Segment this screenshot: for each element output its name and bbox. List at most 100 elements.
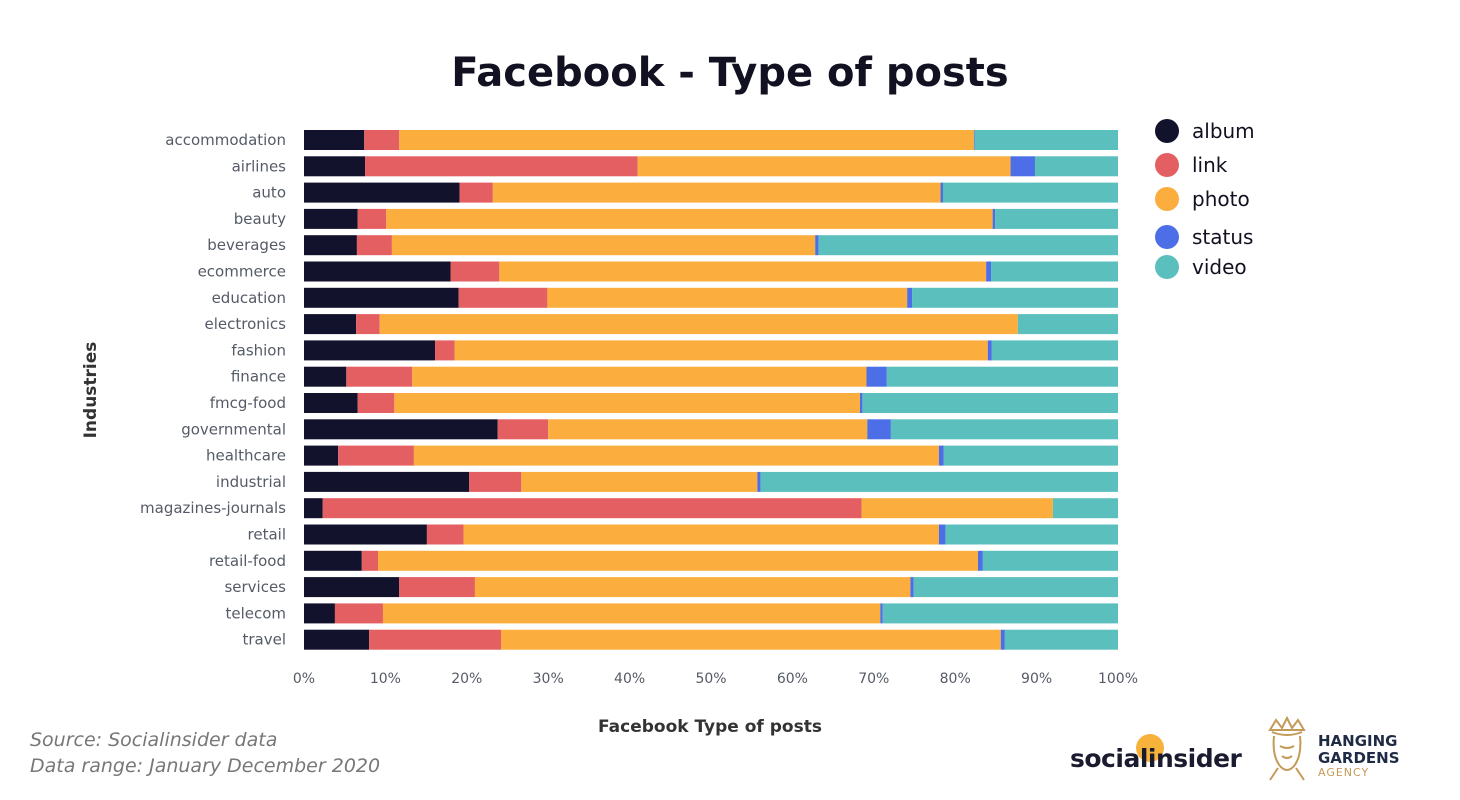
bar-album-fmcg-food (304, 393, 358, 413)
bar-photo-governmental (548, 419, 868, 440)
category-label: governmental (181, 420, 286, 438)
bar-video-accommodation (974, 130, 1118, 150)
bar-link-retail (426, 524, 464, 545)
date-range-note: Data range: January December 2020 (30, 755, 381, 777)
bar-album-governmental (304, 419, 498, 440)
bar-link-airlines (365, 156, 638, 177)
bar-video-auto (942, 182, 1118, 203)
bar-album-electronics (304, 314, 357, 335)
legend-label-status: status (1192, 225, 1253, 249)
bar-link-beverages (356, 235, 392, 256)
hanging-gardens-logo: HANGING GARDENS AGENCY (1262, 714, 1432, 784)
bar-status-finance (866, 366, 887, 387)
bar-video-telecom (882, 603, 1118, 624)
bar-link-fmcg-food (357, 393, 395, 413)
bar-photo-travel (500, 629, 1001, 650)
bar-status-fmcg-food (859, 393, 863, 413)
bar-video-electronics (1017, 314, 1118, 335)
bar-video-fashion (991, 340, 1118, 361)
bar-video-retail-food (982, 550, 1118, 571)
bar-album-ecommerce (304, 261, 451, 282)
bar-photo-retail (463, 524, 939, 545)
bar-photo-beauty (386, 208, 993, 229)
bar-video-fmcg-food (862, 393, 1118, 413)
x-tick-label: 50% (695, 671, 726, 687)
legend-swatch-video (1155, 255, 1179, 279)
bar-link-electronics (356, 314, 380, 335)
bar-video-retail (945, 524, 1118, 545)
bar-link-magazines-journals (322, 498, 862, 519)
bar-link-travel (369, 629, 501, 650)
category-label: magazines-journals (140, 499, 286, 517)
category-label: beauty (234, 210, 286, 228)
legend-swatch-album (1155, 119, 1179, 143)
legend-swatch-photo (1155, 187, 1179, 211)
category-label: electronics (204, 315, 286, 333)
bar-link-education (458, 287, 548, 308)
hanging-gardens-line1: HANGING (1318, 732, 1398, 750)
y-axis-title: Industries (81, 342, 101, 439)
bar-status-airlines (1010, 156, 1035, 177)
bar-status-ecommerce (986, 261, 992, 282)
bar-video-airlines (1034, 156, 1118, 177)
bar-album-telecom (304, 603, 335, 624)
bar-link-ecommerce (450, 261, 500, 282)
category-label: telecom (225, 604, 286, 622)
bar-status-beverages (815, 235, 819, 256)
category-label: education (212, 289, 286, 307)
category-label: fashion (231, 341, 286, 359)
x-tick-label: 40% (614, 671, 645, 687)
bar-status-healthcare (938, 445, 944, 466)
bar-status-retail (938, 524, 946, 545)
bar-album-airlines (304, 156, 366, 177)
bar-link-retail-food (361, 550, 379, 571)
bar-video-beverages (818, 235, 1118, 256)
bar-status-accommodation (973, 130, 975, 150)
x-tick-label: 20% (451, 671, 482, 687)
bar-album-beverages (304, 235, 357, 256)
bar-album-auto (304, 182, 460, 203)
legend-swatch-link (1155, 153, 1179, 177)
bar-photo-auto (492, 182, 941, 203)
legend-label-video: video (1192, 255, 1247, 279)
socialinsider-wordmark: socialinsider (1070, 744, 1242, 773)
bar-video-industrial (760, 471, 1118, 492)
bar-photo-fashion (454, 340, 988, 361)
bar-video-services (913, 577, 1118, 598)
bars (304, 130, 1118, 650)
bar-status-auto (940, 182, 943, 203)
x-tick-label: 60% (777, 671, 808, 687)
x-tick-label: 90% (1021, 671, 1052, 687)
category-label: industrial (216, 473, 286, 491)
bar-album-finance (304, 366, 347, 387)
bar-video-governmental (890, 419, 1118, 440)
bar-photo-retail-food (378, 550, 978, 571)
bar-link-finance (346, 366, 413, 387)
bar-album-magazines-journals (304, 498, 323, 519)
category-label: beverages (207, 236, 286, 254)
bar-status-fashion (987, 340, 992, 361)
bar-video-travel (1004, 629, 1118, 650)
bar-photo-accommodation (399, 130, 974, 150)
bar-status-governmental (867, 419, 891, 440)
x-tick-label: 70% (858, 671, 889, 687)
bar-status-services (910, 577, 914, 598)
bar-photo-education (547, 287, 908, 308)
x-tick-label: 80% (940, 671, 971, 687)
source-note: Source: Socialinsider data (30, 729, 278, 751)
bar-video-finance (886, 366, 1118, 387)
bar-status-education (907, 287, 913, 308)
legend-label-album: album (1192, 119, 1255, 143)
x-tick-label: 0% (293, 671, 315, 687)
bar-video-beauty (995, 208, 1118, 229)
bar-album-retail (304, 524, 427, 545)
bar-status-industrial (757, 471, 761, 492)
category-label: travel (242, 631, 286, 649)
legend: album link photo status video (1155, 119, 1255, 279)
bar-video-education (912, 287, 1118, 308)
category-label: finance (231, 368, 286, 386)
category-label: ecommerce (198, 263, 286, 281)
bar-album-beauty (304, 208, 358, 229)
bar-photo-airlines (637, 156, 1011, 177)
